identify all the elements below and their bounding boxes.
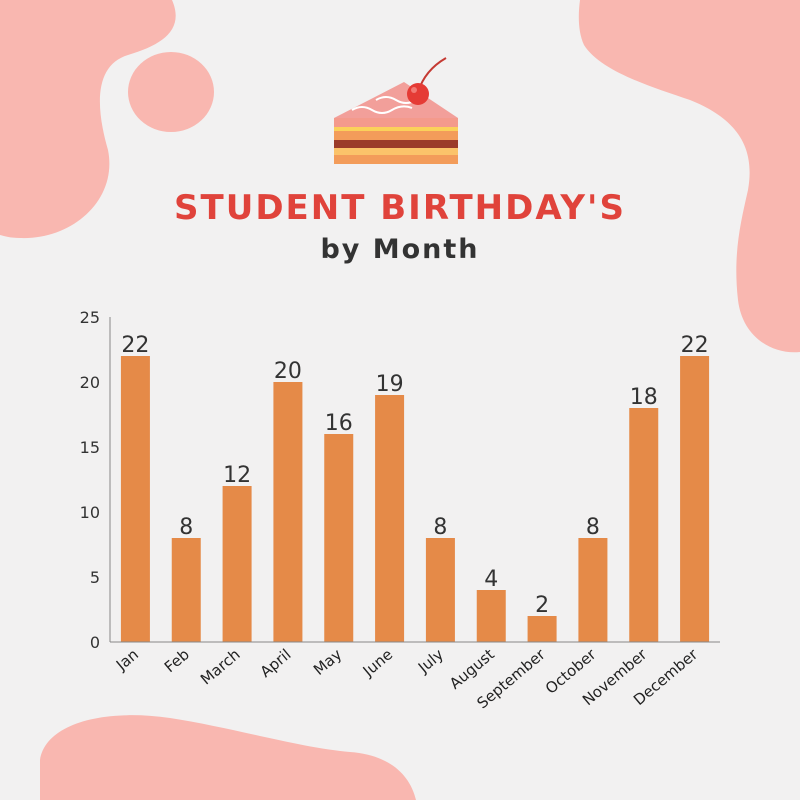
x-tick-label: June: [359, 645, 396, 680]
x-tick-label: Feb: [161, 645, 193, 676]
data-label: 8: [586, 515, 600, 540]
bar: [527, 616, 557, 642]
decor-blob-top-left: [0, 0, 176, 239]
data-label: 22: [681, 333, 709, 358]
data-label: 8: [433, 515, 447, 540]
data-label: 22: [121, 333, 149, 358]
y-tick-label: 5: [90, 568, 100, 587]
bar: [629, 408, 659, 642]
data-label: 19: [376, 372, 404, 397]
chart-subtitle: by Month: [320, 234, 480, 265]
decor-blob-small: [128, 52, 214, 132]
x-tick-label: July: [414, 645, 447, 677]
chart-title: STUDENT BIRTHDAY'S: [174, 188, 626, 228]
bar: [578, 538, 608, 642]
bar: [425, 538, 455, 642]
bar: [171, 538, 201, 642]
x-tick-label: May: [310, 645, 345, 679]
bar: [324, 434, 354, 642]
bar: [222, 486, 252, 642]
x-axis-ticks: Jan Feb March April May June July AugustSeptemb…: [112, 645, 702, 713]
data-labels: 22 8 12 20 16 19 8 4 2 8 18 22: [121, 333, 708, 618]
x-tick-label: March: [197, 645, 244, 688]
bar: [375, 395, 405, 642]
data-label: 12: [223, 463, 251, 488]
data-label: 20: [274, 359, 302, 384]
bars: [120, 356, 710, 642]
bar: [273, 382, 303, 642]
bar: [680, 356, 710, 642]
y-tick-label: 20: [80, 373, 100, 392]
bar: [120, 356, 150, 642]
data-label: 16: [325, 411, 353, 436]
y-tick-label: 10: [80, 503, 100, 522]
x-tick-label: April: [257, 645, 295, 681]
decor-blob-top-right: [578, 0, 800, 353]
data-label: 18: [630, 385, 658, 410]
x-tick-label: Jan: [112, 645, 142, 674]
bar-chart: 0 5 10 15 20 25 22 8 12 20 16 19 8 4 2 8 18 22 Jan Feb Mar…: [80, 308, 720, 712]
cake-slice-icon: [334, 57, 458, 164]
decor-blob-bottom: [40, 715, 416, 800]
y-axis-ticks: 0 5 10 15 20 25: [80, 308, 100, 652]
y-tick-label: 15: [80, 438, 100, 457]
y-tick-label: 25: [80, 308, 100, 327]
data-label: 4: [484, 567, 498, 592]
data-label: 8: [179, 515, 193, 540]
data-label: 2: [535, 593, 549, 618]
y-tick-label: 0: [90, 633, 100, 652]
bar: [476, 590, 506, 642]
